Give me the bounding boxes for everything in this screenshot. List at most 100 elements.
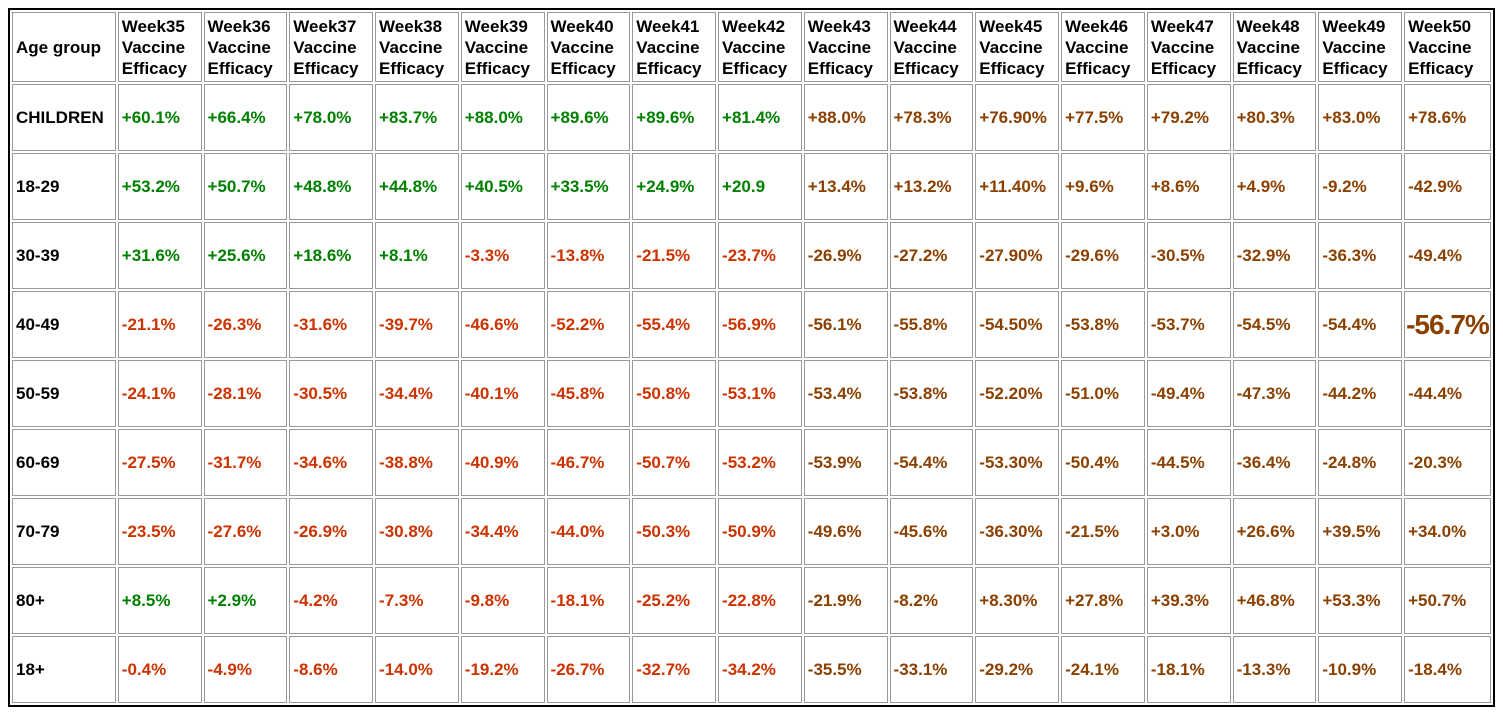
efficacy-cell-30-39-week37: +18.6% bbox=[289, 222, 374, 289]
efficacy-cell-40-49-week37: -31.6% bbox=[289, 291, 374, 358]
efficacy-cell-30-39-week46: -29.6% bbox=[1061, 222, 1145, 289]
efficacy-cell-70-79-week44: -45.6% bbox=[889, 498, 974, 565]
column-header-week48: Week48 Vaccine Efficacy bbox=[1232, 12, 1317, 82]
row-label-80plus: 80+ bbox=[12, 567, 116, 634]
efficacy-cell-80plus-week35: +8.5% bbox=[117, 567, 202, 634]
efficacy-cell-18plus-week40: -26.7% bbox=[546, 636, 631, 703]
column-header-week47: Week47 Vaccine Efficacy bbox=[1146, 12, 1231, 82]
efficacy-cell-30-39-week38: +8.1% bbox=[375, 222, 459, 289]
efficacy-cell-40-49-week44: -55.8% bbox=[889, 291, 974, 358]
efficacy-cell-70-79-week38: -30.8% bbox=[375, 498, 459, 565]
efficacy-cell-18-29-week36: +50.7% bbox=[203, 153, 288, 220]
efficacy-cell-40-49-week49: -54.4% bbox=[1318, 291, 1403, 358]
efficacy-cell-80plus-week38: -7.3% bbox=[375, 567, 459, 634]
efficacy-cell-80plus-week46: +27.8% bbox=[1061, 567, 1145, 634]
efficacy-cell-60-69-week42: -53.2% bbox=[718, 429, 802, 496]
column-header-week37: Week37 Vaccine Efficacy bbox=[289, 12, 374, 82]
efficacy-cell-18-29-week48: +4.9% bbox=[1232, 153, 1317, 220]
efficacy-cell-80plus-week41: -25.2% bbox=[632, 567, 717, 634]
column-header-week38: Week38 Vaccine Efficacy bbox=[375, 12, 459, 82]
efficacy-cell-70-79-week50: +34.0% bbox=[1404, 498, 1491, 565]
efficacy-cell-70-79-week40: -44.0% bbox=[546, 498, 631, 565]
efficacy-cell-60-69-week41: -50.7% bbox=[632, 429, 717, 496]
table-row-30-39: 30-39 +31.6% +25.6% +18.6% +8.1% -3.3% -13.8% -… bbox=[12, 222, 1491, 289]
efficacy-cell-18-29-week49: -9.2% bbox=[1318, 153, 1403, 220]
efficacy-cell-children-week39: +88.0% bbox=[460, 84, 545, 151]
efficacy-cell-50-59-week46: -51.0% bbox=[1061, 360, 1145, 427]
efficacy-cell-70-79-week46: -21.5% bbox=[1061, 498, 1145, 565]
efficacy-cell-30-39-week43: -26.9% bbox=[803, 222, 888, 289]
efficacy-cell-80plus-week40: -18.1% bbox=[546, 567, 631, 634]
efficacy-cell-18-29-week43: +13.4% bbox=[803, 153, 888, 220]
column-header-week40: Week40 Vaccine Efficacy bbox=[546, 12, 631, 82]
efficacy-cell-50-59-week49: -44.2% bbox=[1318, 360, 1403, 427]
efficacy-cell-70-79-week37: -26.9% bbox=[289, 498, 374, 565]
efficacy-cell-18plus-week49: -10.9% bbox=[1318, 636, 1403, 703]
efficacy-cell-40-49-week43: -56.1% bbox=[803, 291, 888, 358]
efficacy-cell-60-69-week36: -31.7% bbox=[203, 429, 288, 496]
row-label-30-39: 30-39 bbox=[12, 222, 116, 289]
efficacy-cell-18-29-week40: +33.5% bbox=[546, 153, 631, 220]
efficacy-cell-children-week38: +83.7% bbox=[375, 84, 459, 151]
efficacy-cell-70-79-week39: -34.4% bbox=[460, 498, 545, 565]
column-header-week42: Week42 Vaccine Efficacy bbox=[718, 12, 802, 82]
table-row-80plus: 80+ +8.5% +2.9% -4.2% -7.3% -9.8% -18.1% -25.2%… bbox=[12, 567, 1491, 634]
efficacy-cell-30-39-week44: -27.2% bbox=[889, 222, 974, 289]
efficacy-cell-80plus-week47: +39.3% bbox=[1146, 567, 1231, 634]
efficacy-cell-30-39-week42: -23.7% bbox=[718, 222, 802, 289]
efficacy-cell-children-week48: +80.3% bbox=[1232, 84, 1317, 151]
table-row-children: CHILDREN +60.1% +66.4% +78.0% +83.7% +88.0% +8… bbox=[12, 84, 1491, 151]
efficacy-cell-70-79-week42: -50.9% bbox=[718, 498, 802, 565]
efficacy-cell-18-29-week35: +53.2% bbox=[117, 153, 202, 220]
efficacy-cell-80plus-week43: -21.9% bbox=[803, 567, 888, 634]
efficacy-cell-60-69-week50: -20.3% bbox=[1404, 429, 1491, 496]
age-group-column-header: Age group bbox=[12, 12, 116, 82]
efficacy-cell-80plus-week50: +50.7% bbox=[1404, 567, 1491, 634]
efficacy-cell-30-39-week36: +25.6% bbox=[203, 222, 288, 289]
efficacy-cell-18plus-week41: -32.7% bbox=[632, 636, 717, 703]
efficacy-cell-60-69-week43: -53.9% bbox=[803, 429, 888, 496]
column-header-week41: Week41 Vaccine Efficacy bbox=[632, 12, 717, 82]
efficacy-cell-80plus-week49: +53.3% bbox=[1318, 567, 1403, 634]
efficacy-cell-60-69-week45: -53.30% bbox=[975, 429, 1060, 496]
vaccine-efficacy-table: Age group Week35 Vaccine Efficacy Week36 Vac… bbox=[8, 8, 1495, 707]
column-header-week36: Week36 Vaccine Efficacy bbox=[203, 12, 288, 82]
column-header-week49: Week49 Vaccine Efficacy bbox=[1318, 12, 1403, 82]
efficacy-cell-70-79-week35: -23.5% bbox=[117, 498, 202, 565]
column-header-week43: Week43 Vaccine Efficacy bbox=[803, 12, 888, 82]
efficacy-cell-children-week42: +81.4% bbox=[718, 84, 802, 151]
efficacy-cell-40-49-week40: -52.2% bbox=[546, 291, 631, 358]
efficacy-cell-50-59-week38: -34.4% bbox=[375, 360, 459, 427]
efficacy-cell-40-49-week47: -53.7% bbox=[1146, 291, 1231, 358]
row-label-children: CHILDREN bbox=[12, 84, 116, 151]
efficacy-cell-18plus-week44: -33.1% bbox=[889, 636, 974, 703]
efficacy-cell-children-week37: +78.0% bbox=[289, 84, 374, 151]
efficacy-cell-18-29-week46: +9.6% bbox=[1061, 153, 1145, 220]
efficacy-cell-40-49-week35: -21.1% bbox=[117, 291, 202, 358]
efficacy-cell-18plus-week46: -24.1% bbox=[1061, 636, 1145, 703]
efficacy-cell-children-week47: +79.2% bbox=[1146, 84, 1231, 151]
efficacy-cell-18-29-week37: +48.8% bbox=[289, 153, 374, 220]
efficacy-cell-40-49-week38: -39.7% bbox=[375, 291, 459, 358]
efficacy-cell-18-29-week41: +24.9% bbox=[632, 153, 717, 220]
table-row-18plus: 18+ -0.4% -4.9% -8.6% -14.0% -19.2% -26.7% -32.… bbox=[12, 636, 1491, 703]
efficacy-cell-30-39-week49: -36.3% bbox=[1318, 222, 1403, 289]
efficacy-cell-30-39-week48: -32.9% bbox=[1232, 222, 1317, 289]
efficacy-cell-70-79-week48: +26.6% bbox=[1232, 498, 1317, 565]
table-row-50-59: 50-59 -24.1% -28.1% -30.5% -34.4% -40.1% -45.8… bbox=[12, 360, 1491, 427]
efficacy-cell-50-59-week47: -49.4% bbox=[1146, 360, 1231, 427]
column-header-week44: Week44 Vaccine Efficacy bbox=[889, 12, 974, 82]
efficacy-cell-60-69-week40: -46.7% bbox=[546, 429, 631, 496]
table-header-row: Age group Week35 Vaccine Efficacy Week36 Vac… bbox=[12, 12, 1491, 82]
efficacy-cell-18-29-week39: +40.5% bbox=[460, 153, 545, 220]
efficacy-cell-18plus-week35: -0.4% bbox=[117, 636, 202, 703]
efficacy-cell-60-69-week38: -38.8% bbox=[375, 429, 459, 496]
efficacy-cell-40-49-week39: -46.6% bbox=[460, 291, 545, 358]
efficacy-cell-60-69-week46: -50.4% bbox=[1061, 429, 1145, 496]
efficacy-cell-30-39-week39: -3.3% bbox=[460, 222, 545, 289]
efficacy-cell-40-49-week48: -54.5% bbox=[1232, 291, 1317, 358]
column-header-week45: Week45 Vaccine Efficacy bbox=[975, 12, 1060, 82]
efficacy-cell-children-week50: +78.6% bbox=[1404, 84, 1491, 151]
efficacy-cell-18plus-week50: -18.4% bbox=[1404, 636, 1491, 703]
row-label-60-69: 60-69 bbox=[12, 429, 116, 496]
